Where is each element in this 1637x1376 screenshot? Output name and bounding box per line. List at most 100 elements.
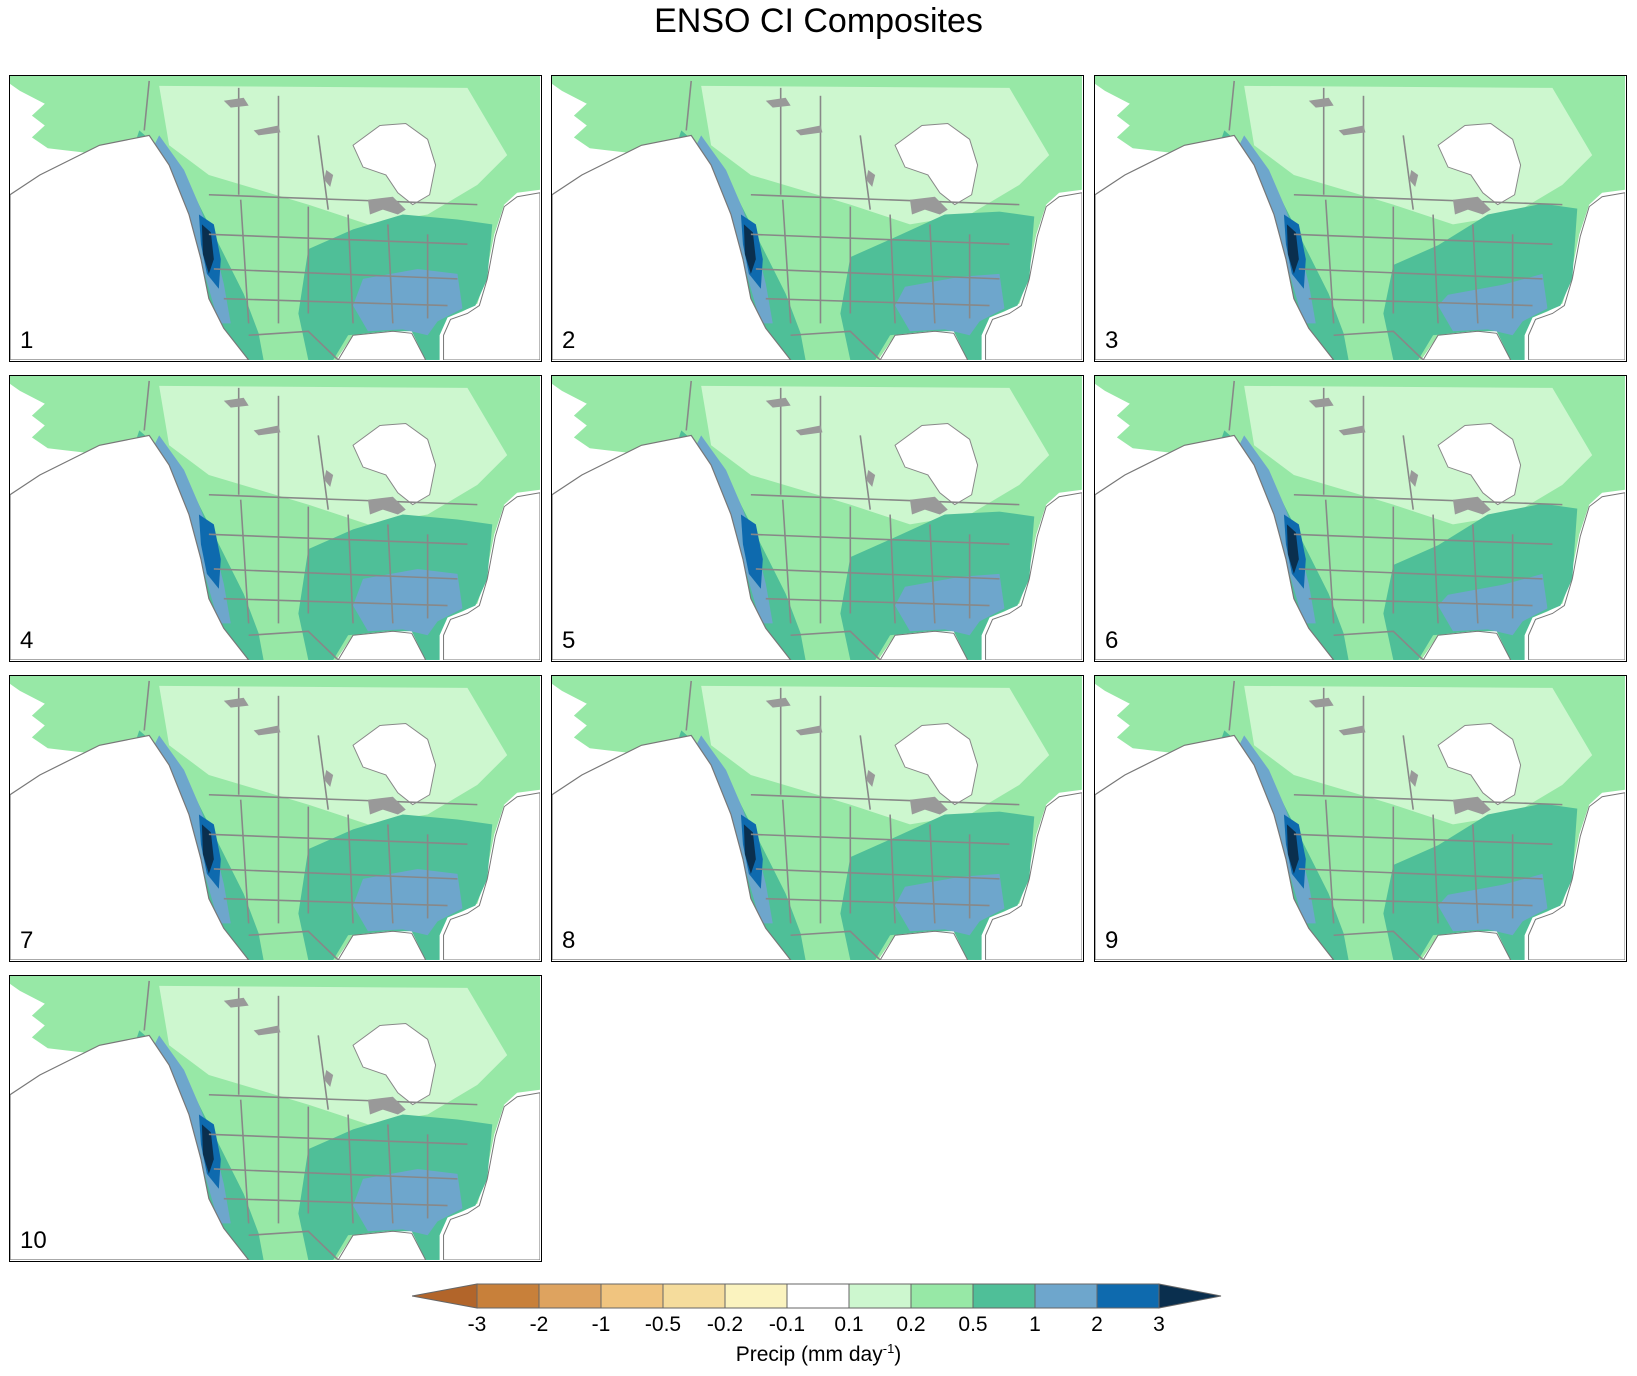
hudson-bay <box>1437 722 1522 806</box>
greenland-corner <box>522 76 540 101</box>
great-bear-lake <box>1308 97 1334 108</box>
lake-winnipeg <box>866 170 876 187</box>
great-bear-lake <box>1308 697 1334 708</box>
border-line <box>781 199 792 324</box>
border-line <box>889 214 896 324</box>
political-borders <box>143 680 478 960</box>
map-panel: 6 <box>1094 375 1627 662</box>
border-line <box>208 193 478 206</box>
border-line <box>685 80 693 131</box>
colorbar-segment <box>476 1283 540 1309</box>
greenland-corner <box>522 376 540 401</box>
coastal-max <box>1286 524 1299 574</box>
border-line <box>1402 735 1414 810</box>
pacific-ocean <box>10 1034 250 1260</box>
border-line <box>143 80 151 131</box>
great-bear-lake <box>223 997 249 1008</box>
pacific-ocean <box>1095 434 1335 660</box>
border-line <box>1293 533 1553 546</box>
great-lakes <box>1452 796 1491 815</box>
border-line <box>223 897 448 907</box>
coastal-max <box>201 824 214 874</box>
border-line <box>750 493 1020 506</box>
atlantic-ocean <box>985 492 1082 660</box>
border-line <box>790 930 881 960</box>
border-line <box>685 680 693 731</box>
panel-label: 5 <box>562 627 576 654</box>
great-slave-lake <box>1338 125 1366 136</box>
atlantic-ocean <box>1528 792 1625 960</box>
political-borders <box>1228 380 1563 660</box>
colorbar-segment <box>724 1283 788 1309</box>
map-panel: 9 <box>1094 675 1627 962</box>
great-bear-lake <box>223 397 249 408</box>
north-america-map <box>1095 676 1625 960</box>
lake-winnipeg <box>324 770 334 787</box>
pacific-ocean <box>552 734 792 960</box>
colorbar-segment <box>848 1283 912 1309</box>
coastal-max <box>201 1124 214 1174</box>
coastal-max <box>1286 224 1299 274</box>
map-panel: 3 <box>1094 75 1627 362</box>
border-line <box>347 814 354 924</box>
great-slave-lake <box>253 125 281 136</box>
great-lakes <box>367 496 406 515</box>
border-line <box>239 799 250 924</box>
border-line <box>750 833 1010 846</box>
greenland-corner <box>1607 376 1625 401</box>
pacific-ocean <box>10 134 250 360</box>
lake-winnipeg <box>1409 170 1419 187</box>
great-lakes <box>909 196 948 215</box>
border-line <box>1293 833 1553 846</box>
north-america-map <box>552 376 1082 660</box>
lake-winnipeg <box>324 470 334 487</box>
border-line <box>1298 868 1543 880</box>
colorbar-tick-label: -0.1 <box>768 1313 806 1336</box>
colorbar <box>412 1283 1222 1309</box>
border-line <box>1333 330 1424 360</box>
border-line <box>1402 435 1414 510</box>
border-line <box>1324 499 1335 624</box>
lake-winnipeg <box>324 170 334 187</box>
border-line <box>755 268 1000 280</box>
colorbar-tick-label: -1 <box>591 1313 611 1336</box>
great-slave-lake <box>253 725 281 736</box>
border-line <box>1293 233 1553 246</box>
border-line <box>208 833 468 846</box>
border-line <box>755 868 1000 880</box>
border-line <box>790 330 881 360</box>
colorbar-caption: Precip (mm day-1) <box>0 1341 1637 1367</box>
border-line <box>248 630 339 660</box>
border-line <box>889 514 896 624</box>
pacific-northwest-peak <box>740 514 763 589</box>
gulf-of-mexico <box>337 630 427 660</box>
great-lakes <box>1452 196 1491 215</box>
border-line <box>213 268 458 280</box>
southeast-wetter <box>353 1168 463 1236</box>
border-line <box>1432 814 1439 924</box>
border-line <box>248 1230 339 1260</box>
atlantic-ocean <box>1528 492 1625 660</box>
border-line <box>317 1035 329 1110</box>
pacific-ocean <box>1095 734 1335 960</box>
border-line <box>208 1093 478 1106</box>
pacific-ocean <box>552 134 792 360</box>
border-line <box>347 214 354 324</box>
border-line <box>1293 793 1563 806</box>
hudson-bay <box>352 1022 437 1106</box>
border-line <box>750 233 1010 246</box>
border-line <box>239 499 250 624</box>
north-america-map <box>10 676 540 960</box>
border-line <box>239 199 250 324</box>
panel-label: 9 <box>1105 927 1119 954</box>
greenland-corner <box>522 976 540 1001</box>
border-line <box>1308 297 1533 307</box>
colorbar-segment <box>972 1283 1036 1309</box>
border-line <box>239 1099 250 1224</box>
greenland-corner <box>1607 676 1625 701</box>
colorbar-segment <box>1096 1283 1160 1309</box>
border-line <box>1432 214 1439 324</box>
map-panel: 10 <box>9 975 542 1262</box>
border-line <box>750 533 1010 546</box>
hudson-bay <box>352 122 437 206</box>
